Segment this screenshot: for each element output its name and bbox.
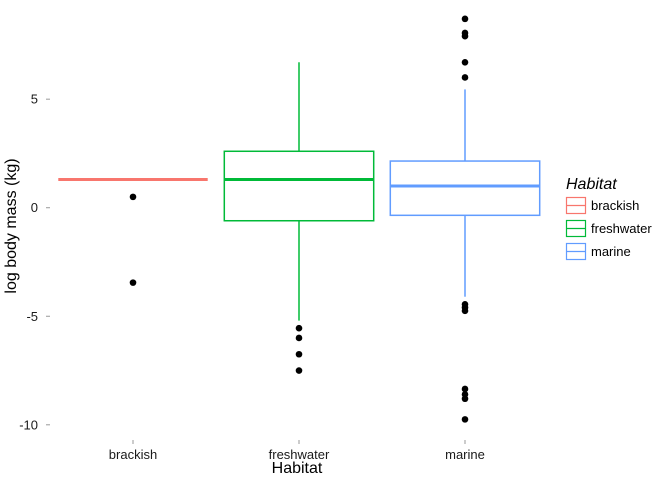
- x-axis: brackish freshwater marine: [109, 440, 485, 462]
- outlier-point: [461, 416, 469, 423]
- legend-label: freshwater: [591, 221, 652, 236]
- y-tick-label: -10: [19, 417, 38, 432]
- outlier-point: [461, 307, 469, 315]
- outlier-point: [461, 15, 469, 23]
- y-tick-label: 5: [31, 92, 38, 107]
- outlier-point: [129, 193, 137, 201]
- x-axis-title: Habitat: [272, 460, 323, 477]
- legend-label: marine: [591, 244, 631, 259]
- outlier-point: [295, 367, 303, 374]
- y-axis: -10 -5 0 5: [19, 92, 50, 432]
- x-tick-label: brackish: [109, 447, 157, 462]
- legend-title: Habitat: [566, 176, 617, 193]
- y-tick-label: -5: [26, 309, 38, 324]
- legend-item-freshwater: freshwater: [565, 219, 652, 238]
- outlier-point: [295, 334, 303, 342]
- outlier-point: [461, 58, 469, 66]
- box-marine: [389, 15, 541, 423]
- y-axis-title: log body mass (kg): [3, 158, 20, 293]
- plot-area: [58, 15, 541, 423]
- outlier-point: [461, 385, 469, 393]
- outlier-point: [461, 395, 469, 403]
- legend-label: brackish: [591, 198, 639, 213]
- legend-item-marine: marine: [565, 242, 631, 261]
- box-brackish: [58, 177, 208, 286]
- outlier-point: [295, 324, 303, 332]
- box-rect: [223, 150, 375, 222]
- outlier-point: [461, 32, 469, 40]
- outlier-point: [295, 350, 303, 358]
- box-freshwater: [223, 62, 375, 374]
- box-rect: [389, 160, 541, 217]
- outlier-point: [129, 279, 137, 286]
- legend: Habitat brackish freshwater marine: [565, 176, 652, 261]
- y-tick-label: 0: [31, 200, 38, 215]
- legend-item-brackish: brackish: [565, 196, 639, 215]
- x-tick-label: freshwater: [269, 447, 330, 462]
- outlier-point: [461, 74, 469, 81]
- x-tick-label: marine: [445, 447, 485, 462]
